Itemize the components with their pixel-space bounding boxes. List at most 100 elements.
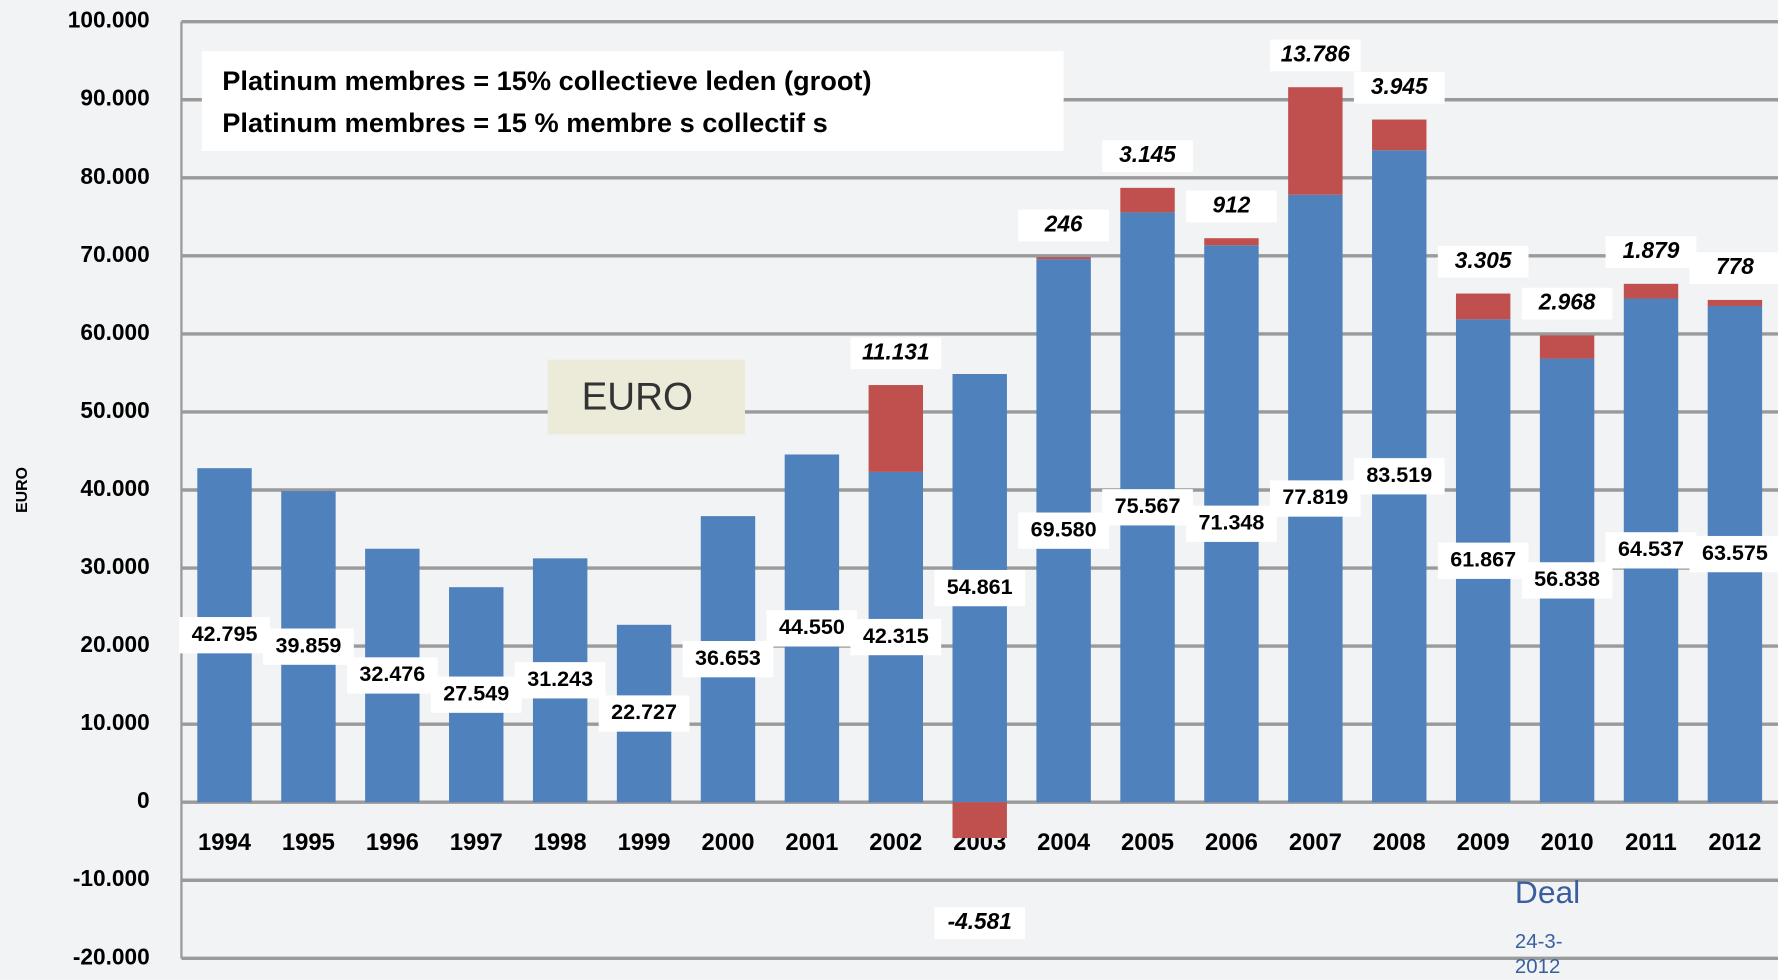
y-tick-label: 50.000 — [80, 397, 149, 423]
label-box — [1270, 480, 1361, 517]
x-tick-label: 2006 — [1205, 829, 1258, 856]
bar — [1455, 293, 1511, 320]
label-box — [346, 657, 438, 694]
label-box — [1605, 236, 1697, 268]
label-box — [1353, 458, 1445, 495]
data-label: 63.575 — [1702, 541, 1768, 565]
bar — [1623, 283, 1679, 299]
data-label: 912 — [1213, 191, 1251, 217]
label-box — [263, 628, 354, 665]
label-box — [682, 641, 774, 678]
x-tick-label: 2004 — [1037, 829, 1091, 856]
label-box — [1689, 252, 1778, 285]
x-tick-label: 2009 — [1457, 829, 1510, 856]
data-label: 3.305 — [1455, 247, 1512, 273]
x-tick-label: 1994 — [198, 829, 252, 856]
data-label: 75.567 — [1115, 494, 1181, 518]
data-label: 13.786 — [1281, 40, 1351, 66]
bar — [868, 385, 924, 472]
label-box — [1437, 245, 1529, 278]
annotation: 24-3- — [1515, 931, 1563, 953]
annotation: Platinum membres = 15 % membre s collect… — [222, 107, 828, 138]
data-label: 246 — [1044, 210, 1083, 236]
label-box — [1186, 190, 1277, 223]
label-box — [430, 676, 522, 713]
data-label: 36.653 — [695, 646, 761, 670]
annotation: 2012 — [1515, 956, 1560, 978]
x-tick-label: 2012 — [1708, 829, 1761, 856]
data-label: 42.315 — [863, 624, 929, 648]
label-box — [1437, 542, 1529, 579]
x-tick-label: 2011 — [1625, 829, 1677, 856]
label-box — [934, 569, 1026, 607]
data-label: 64.537 — [1618, 537, 1684, 561]
data-label: 61.867 — [1450, 547, 1516, 571]
y-tick-label: 40.000 — [80, 475, 149, 501]
data-label: 39.859 — [275, 633, 341, 657]
label-box — [1018, 209, 1109, 242]
label-box — [1353, 71, 1445, 104]
data-label: 3.945 — [1371, 73, 1428, 99]
data-label: 83.519 — [1366, 463, 1432, 487]
y-tick-label: 100.000 — [68, 7, 150, 33]
bar — [1288, 87, 1343, 195]
x-tick-label: 1997 — [450, 829, 503, 856]
x-tick-label: 2002 — [869, 829, 922, 856]
label-box — [1102, 489, 1193, 526]
data-label: 77.819 — [1282, 485, 1348, 509]
annotation: EURO — [582, 375, 693, 418]
label-box — [1605, 532, 1697, 569]
label-box — [850, 618, 942, 656]
bar — [1120, 187, 1175, 213]
data-label: -4.581 — [948, 908, 1012, 934]
x-tick-label: 1996 — [366, 829, 419, 856]
data-label: 22.727 — [611, 700, 677, 724]
data-label: 42.795 — [192, 622, 258, 646]
x-tick-label: 2007 — [1289, 829, 1342, 856]
label-box — [766, 610, 858, 647]
data-label: 27.549 — [443, 681, 509, 705]
data-label: 32.476 — [359, 662, 425, 686]
y-axis-title: EURO — [14, 467, 31, 513]
x-tick-label: 1998 — [534, 829, 587, 856]
y-tick-label: 80.000 — [80, 163, 149, 189]
data-label: 71.348 — [1199, 510, 1265, 534]
label-box — [514, 662, 606, 699]
data-label: 1.879 — [1623, 237, 1680, 263]
label-box — [1102, 140, 1193, 172]
data-label: 2.968 — [1538, 289, 1596, 315]
annotation: Platinum membres = 15% collectieve leden… — [222, 65, 871, 96]
label-box — [1018, 512, 1109, 549]
bar — [1204, 238, 1259, 246]
data-label: 54.861 — [947, 575, 1013, 599]
bar — [952, 802, 1007, 838]
y-tick-label: 10.000 — [80, 709, 149, 735]
data-label: 69.580 — [1031, 517, 1097, 541]
label-box — [547, 359, 745, 435]
label-box — [1521, 287, 1613, 320]
data-label: 778 — [1716, 253, 1754, 279]
label-box — [179, 617, 270, 654]
data-label: 31.243 — [527, 667, 593, 691]
x-tick-label: 2008 — [1373, 829, 1426, 856]
x-tick-label: 2001 — [785, 829, 838, 856]
annotation: Deal — [1515, 874, 1580, 910]
bar — [1036, 257, 1091, 260]
label-box — [1521, 562, 1613, 599]
label-box — [598, 695, 690, 732]
label-box — [1186, 505, 1277, 542]
y-tick-label: 70.000 — [80, 241, 149, 267]
label-box — [934, 907, 1026, 939]
x-tick-label: 2010 — [1541, 829, 1594, 856]
x-tick-label: 1999 — [618, 829, 671, 856]
note-box — [201, 51, 1064, 151]
y-tick-label: 20.000 — [80, 631, 149, 657]
data-label: 44.550 — [779, 615, 845, 639]
y-tick-label: 0 — [137, 787, 150, 813]
x-tick-label: 1995 — [282, 829, 335, 856]
x-tick-label: 2000 — [702, 829, 755, 856]
bar — [1539, 335, 1595, 359]
y-tick-label: -10.000 — [73, 865, 150, 891]
